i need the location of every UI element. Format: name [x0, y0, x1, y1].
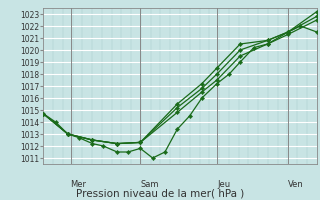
Text: Jeu: Jeu — [217, 180, 230, 189]
Text: Mer: Mer — [71, 180, 86, 189]
Text: Ven: Ven — [288, 180, 304, 189]
Text: Sam: Sam — [140, 180, 159, 189]
Text: Pression niveau de la mer( hPa ): Pression niveau de la mer( hPa ) — [76, 188, 244, 198]
